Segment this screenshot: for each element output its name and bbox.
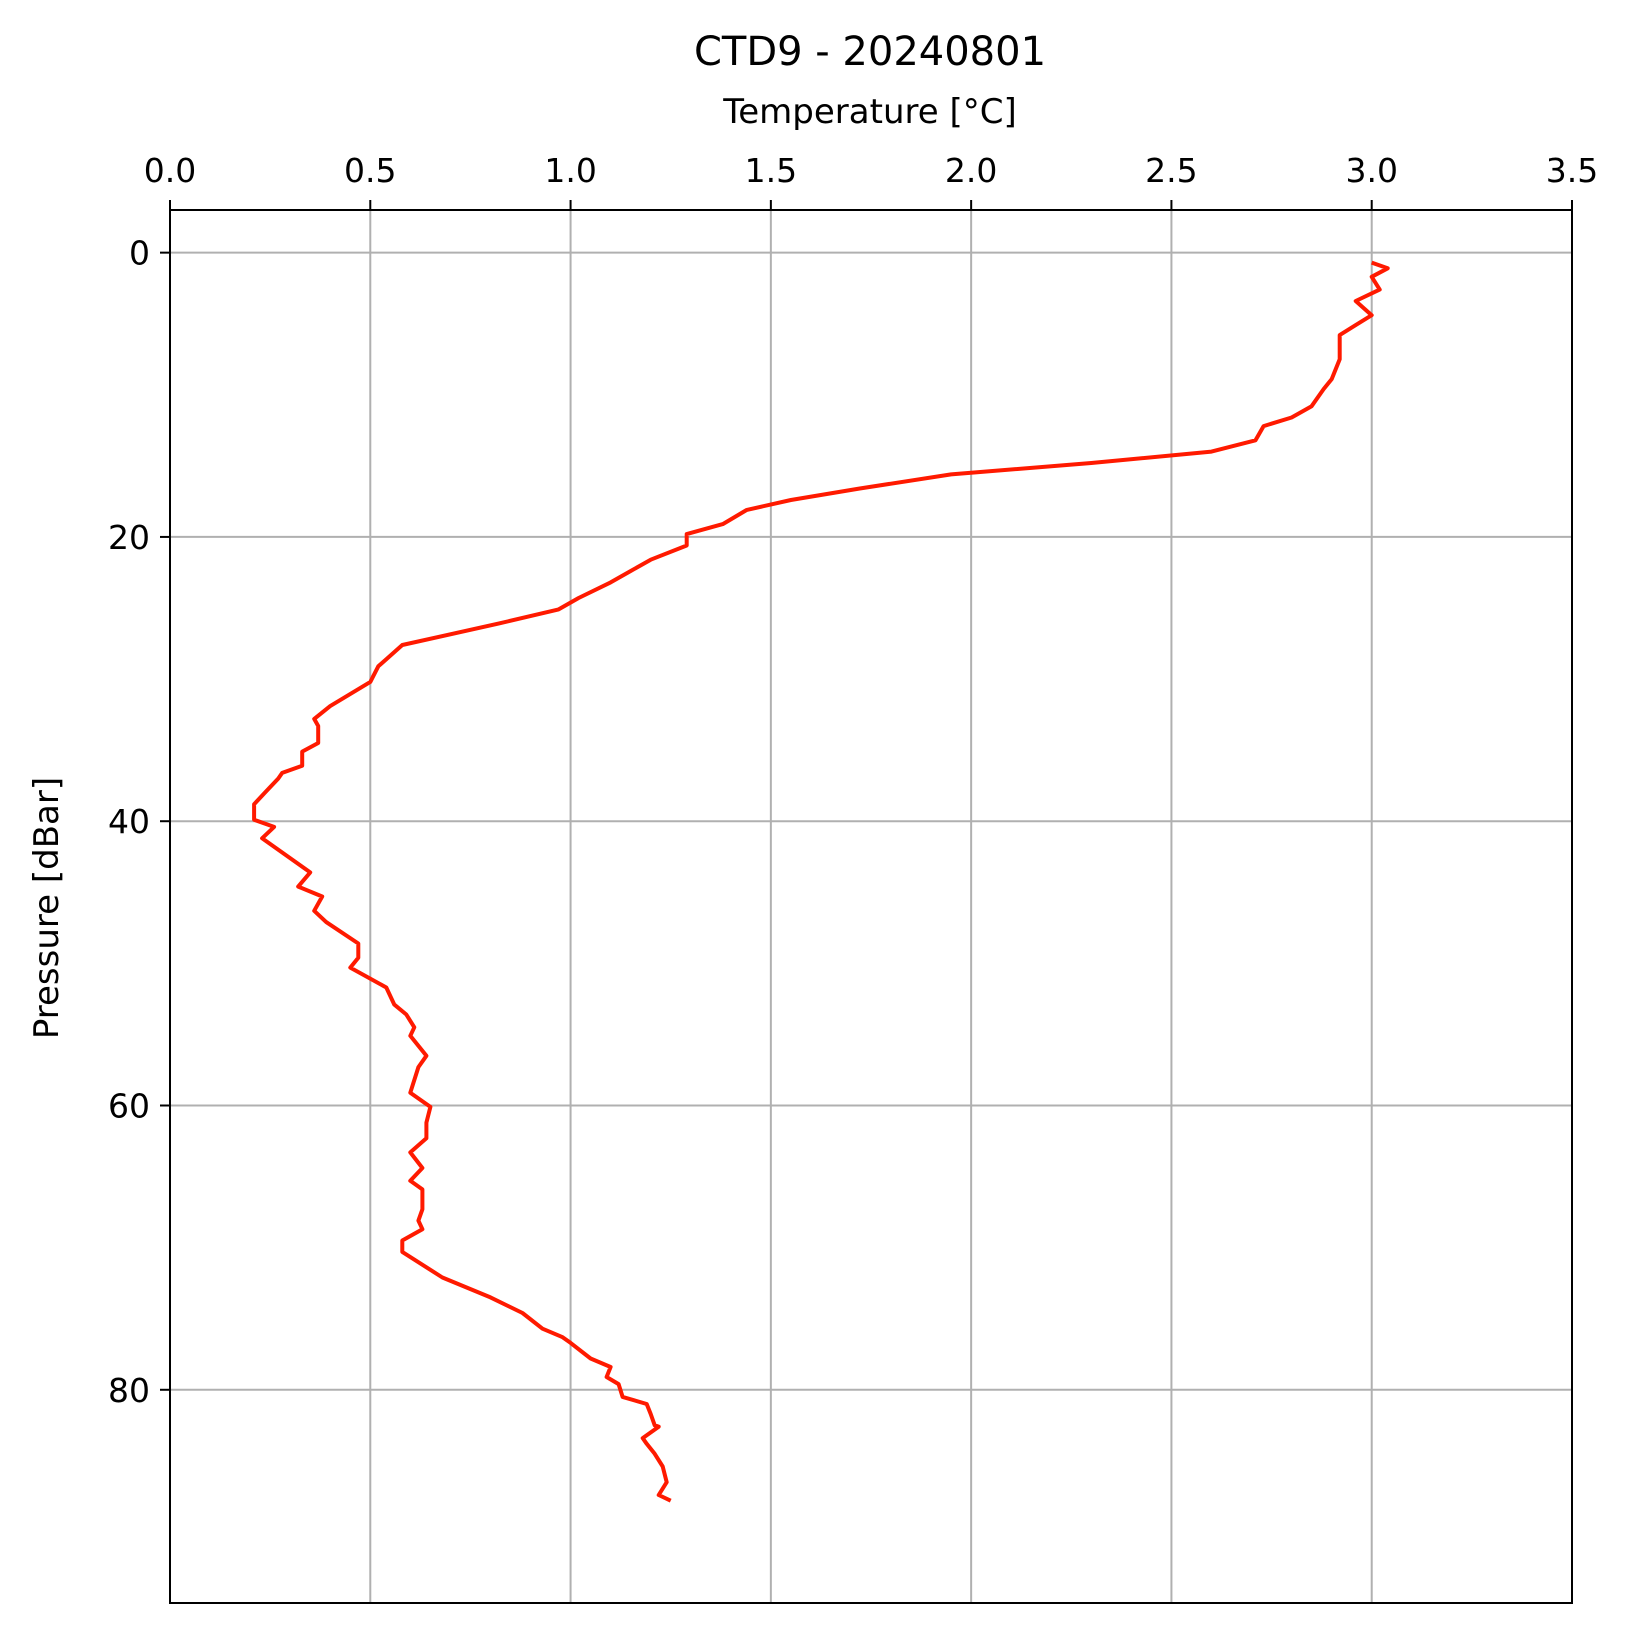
temperature-profile-line (252, 260, 1390, 1503)
y-tick-label: 0 (129, 234, 150, 273)
y-tick-label: 60 (108, 1087, 150, 1126)
x-tick-label: 3.0 (1345, 151, 1397, 190)
x-tick-label: 2.0 (945, 151, 997, 190)
x-tick-label: 1.0 (544, 151, 596, 190)
axis-ticks: 0.0 0.5 1.0 1.5 2.0 2.5 3.0 3.5 0 20 40 60 80 (108, 151, 1598, 1410)
plot-area (252, 260, 1390, 1503)
x-axis-label: Temperature [°C] (722, 92, 1016, 132)
y-tick-label: 80 (108, 1371, 150, 1410)
x-tick-label: 0.5 (344, 151, 396, 190)
x-tick-label: 2.5 (1145, 151, 1197, 190)
y-tick-label: 20 (108, 518, 150, 557)
y-axis-label: Pressure [dBar] (27, 777, 67, 1039)
chart-title: CTD9 - 20240801 (694, 29, 1046, 75)
x-tick-label: 0.0 (144, 151, 196, 190)
axes-frame (169, 209, 1573, 1604)
x-tick-label: 1.5 (745, 151, 797, 190)
grid-lines (169, 210, 1573, 1603)
x-tick-label: 3.5 (1546, 151, 1598, 190)
y-tick-label: 40 (108, 802, 150, 841)
